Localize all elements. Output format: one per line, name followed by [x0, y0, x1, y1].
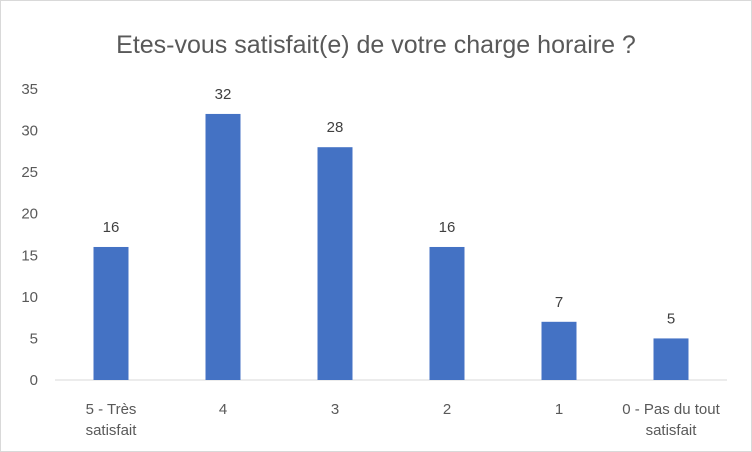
- y-tick-label: 15: [21, 247, 38, 264]
- y-tick-label: 0: [30, 372, 38, 389]
- bar-data-label: 7: [555, 294, 563, 311]
- y-tick-label: 35: [21, 81, 38, 98]
- x-tick-label: 5 - Très satisfait: [86, 401, 138, 439]
- x-tick-label-line: 5 - Très: [86, 401, 137, 418]
- y-tick-label: 30: [21, 123, 38, 140]
- x-tick-label-line: 0 - Pas du tout: [622, 401, 720, 418]
- bar: [541, 321, 577, 380]
- x-axis-labels: 5 - Très satisfait 4 3 2 1 0 - Pas du tout sati…: [86, 401, 721, 439]
- x-tick-label: 2: [443, 401, 451, 418]
- x-tick-label: 4: [219, 401, 227, 418]
- bar: [93, 246, 129, 380]
- x-tick-label-line: 3: [331, 401, 339, 418]
- x-tick-label: 3: [331, 401, 339, 418]
- bar: [429, 246, 465, 380]
- bar-data-label: 16: [439, 219, 456, 236]
- x-tick-label: 0 - Pas du tout satisfait: [622, 401, 720, 439]
- x-tick-label-line: 1: [555, 401, 563, 418]
- x-tick-label-line: satisfait: [86, 422, 138, 439]
- y-tick-label: 5: [30, 330, 38, 347]
- y-tick-label: 25: [21, 164, 38, 181]
- y-tick-label: 10: [21, 289, 38, 306]
- bar-data-label: 28: [327, 119, 344, 136]
- x-tick-label: 1: [555, 401, 563, 418]
- bars-group: [93, 113, 689, 380]
- chart-title: Etes-vous satisfait(e) de votre charge h…: [116, 31, 636, 59]
- bar: [317, 147, 353, 380]
- x-tick-label-line: satisfait: [646, 422, 698, 439]
- bar: [205, 113, 241, 380]
- bar-data-label: 32: [215, 86, 232, 103]
- bar-data-label: 16: [103, 219, 120, 236]
- x-tick-label-line: 2: [443, 401, 451, 418]
- y-axis-ticks: 0 5 10 15 20 25 30 35: [21, 81, 38, 389]
- bar-data-label: 5: [667, 310, 675, 327]
- data-labels-group: 16 32 28 16 7 5: [103, 86, 676, 327]
- bar: [653, 338, 689, 380]
- y-tick-label: 20: [21, 206, 38, 223]
- x-tick-label-line: 4: [219, 401, 227, 418]
